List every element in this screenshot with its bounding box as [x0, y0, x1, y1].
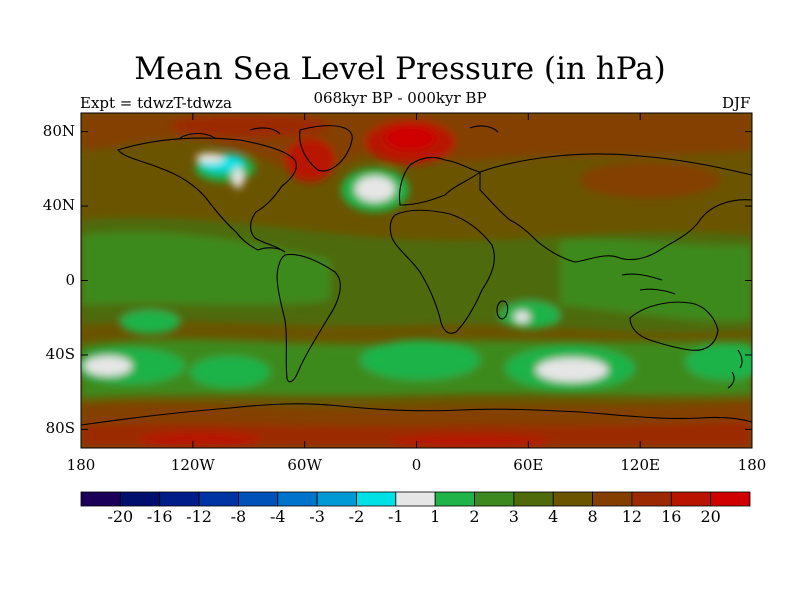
- colorbar-swatch: [277, 491, 318, 507]
- colorbar-swatch: [474, 491, 515, 507]
- lat-label: 40S: [45, 344, 75, 363]
- colorbar: [80, 491, 751, 507]
- pressure-field: [81, 113, 752, 448]
- arctic-islands-coast: [179, 125, 499, 139]
- lon-label: 60W: [287, 456, 322, 474]
- colorbar-swatch: [395, 491, 436, 507]
- colorbar-label: 16: [661, 507, 682, 526]
- colorbar-swatch: [356, 491, 397, 507]
- lon-label: 120E: [620, 456, 660, 474]
- colorbar-label: 8: [587, 507, 598, 526]
- colorbar-swatch: [119, 491, 161, 507]
- colorbar-swatch: [631, 491, 672, 507]
- asia-coast: [479, 153, 752, 263]
- madagascar-coast: [496, 300, 509, 320]
- colorbar-label: -20: [107, 507, 134, 526]
- colorbar-label: -12: [186, 507, 212, 526]
- lon-label: 120W: [170, 456, 215, 474]
- lon-label: 60E: [513, 456, 544, 474]
- europe-coast: [398, 156, 482, 206]
- colorbar-label: 1: [430, 507, 441, 526]
- africa-coast: [389, 209, 495, 334]
- colorbar-swatch: [670, 491, 712, 507]
- colorbar-label: -2: [348, 507, 365, 526]
- longitude-ticks: [80, 113, 753, 448]
- experiment-label: Expt = tdwzT-tdwza: [80, 94, 232, 112]
- map-subtitle: 068kyr BP - 000kyr BP: [313, 89, 487, 107]
- indonesia-coast: [621, 273, 676, 295]
- map-title: Mean Sea Level Pressure (in hPa): [134, 51, 666, 87]
- lon-label: 180: [66, 456, 96, 474]
- colorbar-swatch: [80, 491, 121, 507]
- colorbar-swatch: [552, 491, 593, 507]
- colorbar-swatch: [316, 491, 357, 507]
- colorbar-label: 20: [700, 507, 721, 526]
- lon-label: 0: [411, 456, 422, 474]
- colorbar-label: 3: [508, 507, 519, 526]
- colorbar-swatch: [159, 491, 200, 507]
- season-label: DJF: [722, 94, 751, 112]
- colorbar-swatch: [434, 491, 475, 507]
- latitude-ticks: [81, 131, 752, 430]
- antarctica-coast: [81, 403, 752, 426]
- colorbar-swatch: [592, 491, 633, 507]
- colorbar-swatch: [513, 491, 554, 507]
- coastlines: [81, 125, 752, 426]
- colorbar-swatch: [238, 491, 279, 507]
- lat-label: 80S: [45, 419, 75, 438]
- colorbar-label: -4: [269, 507, 286, 526]
- lat-label: 80N: [42, 121, 75, 140]
- lat-label: 40N: [42, 196, 75, 215]
- colorbar-label: 12: [621, 507, 643, 526]
- colorbar-label: 4: [548, 507, 559, 526]
- lat-label: 0: [65, 270, 75, 289]
- new-zealand-coast: [727, 349, 743, 389]
- colorbar-label: -16: [146, 507, 173, 526]
- colorbar-label: -1: [388, 507, 404, 526]
- lon-label: 180: [737, 456, 767, 474]
- colorbar-label: -3: [309, 507, 325, 526]
- colorbar-label: 2: [469, 507, 480, 526]
- south-america-coast: [276, 253, 341, 383]
- colorbar-swatch: [198, 491, 239, 507]
- colorbar-label: -8: [230, 507, 247, 526]
- north-america-coast: [117, 137, 297, 253]
- colorbar-swatch: [710, 491, 751, 507]
- greenland-coast: [299, 125, 353, 172]
- australia-coast: [629, 301, 719, 351]
